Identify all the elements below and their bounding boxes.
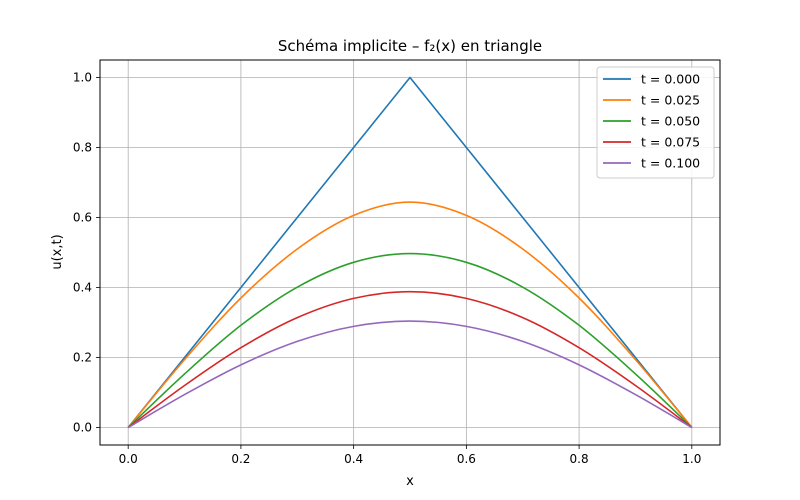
x-tick-label: 0.6	[457, 452, 476, 466]
y-tick-label: 0.2	[73, 351, 92, 365]
series-line	[127, 76, 693, 429]
x-tick-label: 0.4	[344, 452, 363, 466]
series-line	[127, 252, 693, 429]
legend-label: t = 0.075	[641, 135, 700, 150]
series-line	[127, 290, 693, 429]
legend-box	[596, 66, 715, 179]
legend-label: t = 0.025	[641, 93, 700, 108]
x-tick-label: 1.0	[682, 452, 701, 466]
y-tick-label: 0.0	[73, 421, 92, 435]
legend-label: t = 0.050	[641, 114, 700, 129]
axis-ticks: 0.0 0.2 0.4 0.6 0.8 1.0 0.0 0.2 0.4 0.6 0.8 1.0	[73, 71, 701, 467]
x-axis-label: x	[406, 474, 414, 489]
y-tick-label: 0.8	[73, 141, 92, 155]
series-line	[127, 201, 693, 429]
y-axis-label: u(x,t)	[50, 234, 65, 269]
series-line	[127, 320, 693, 429]
legend: t = 0.000 t = 0.025 t = 0.050 t = 0.075 t = …	[596, 66, 715, 179]
x-tick-label: 0.8	[570, 452, 589, 466]
plot-frame	[99, 59, 721, 446]
x-tick-label: 0.0	[119, 452, 138, 466]
legend-label: t = 0.100	[641, 156, 700, 171]
y-tick-label: 0.4	[73, 281, 92, 295]
y-tick-label: 1.0	[73, 71, 92, 85]
chart-title: Schéma implicite – f₂(x) en triangle	[278, 37, 542, 55]
x-tick-label: 0.2	[231, 452, 250, 466]
y-tick-label: 0.6	[73, 211, 92, 225]
legend-label: t = 0.000	[641, 72, 700, 87]
plot-series	[127, 76, 693, 429]
